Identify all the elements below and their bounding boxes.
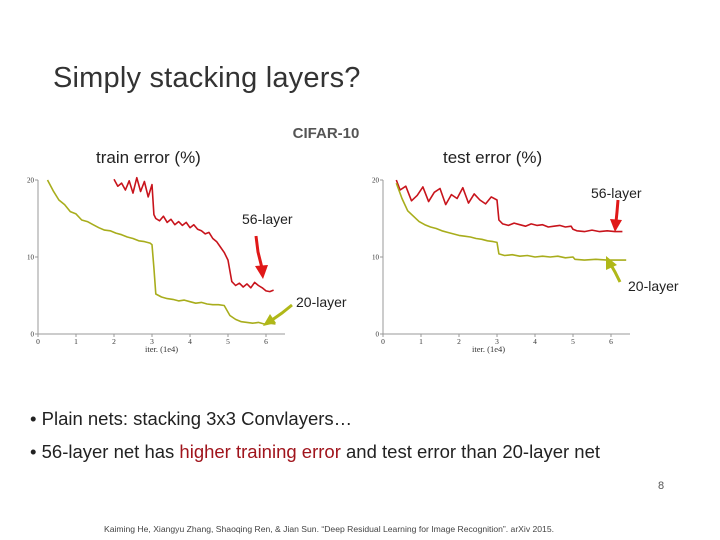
train-x-tick-label: 6 [264, 337, 268, 346]
train-y-tick-label: 10 [27, 254, 35, 262]
test-56-layer-annotation: 56-layer [591, 185, 642, 201]
train-20-layer-arrowhead [263, 314, 276, 326]
train-series-20-layer-line [46, 179, 276, 325]
bullet-list: • Plain nets: stacking 3x3 Convlayers… •… [30, 402, 720, 468]
test-x-tick-label: 0 [381, 337, 385, 346]
test-x-tick-label: 5 [571, 337, 575, 346]
bullet-text: • Plain nets: stacking 3x3 Convlayers… [30, 408, 353, 429]
citation: Kaiming He, Xiangyu Zhang, Shaoqing Ren,… [104, 524, 555, 534]
test-chart-title: test error (%) [443, 148, 542, 167]
test-x-tick-label: 2 [457, 337, 461, 346]
test-x-tick-label: 1 [419, 337, 423, 346]
test-x-tick-label: 6 [609, 337, 613, 346]
test-x-tick-label: 4 [533, 337, 537, 346]
bullet-item: • 56-layer net has higher training error… [30, 435, 720, 468]
slide-title: Simply stacking layers? [53, 62, 361, 94]
train-chart-title: train error (%) [96, 148, 201, 167]
bullet-item: • Plain nets: stacking 3x3 Convlayers… [30, 402, 720, 435]
train-20-layer-arrow [271, 303, 293, 322]
bullet-highlight: higher training error [179, 441, 341, 462]
test-x-tick-label: 3 [495, 337, 499, 346]
train-series-56-layer-line [113, 176, 274, 293]
train-x-tick-label: 2 [112, 337, 116, 346]
train-x-tick-label: 1 [74, 337, 78, 346]
test-20-layer-arrowhead [606, 256, 617, 270]
train-x-tick-label: 4 [188, 337, 192, 346]
test-56-layer-arrow [614, 199, 620, 223]
train-20-layer-annotation: 20-layer [296, 294, 347, 310]
train-x-axis-label: iter. (1e4) [145, 344, 178, 354]
test-y-tick-label: 20 [372, 177, 380, 185]
train-56-layer-arrowhead [255, 265, 268, 279]
test-20-layer-arrow [609, 264, 622, 283]
train-x-tick-label: 3 [150, 337, 154, 346]
test-series-56-layer-line [395, 179, 623, 233]
train-x-tick-label: 5 [226, 337, 230, 346]
test-20-layer-annotation: 20-layer [628, 278, 679, 294]
train-x-tick-label: 0 [36, 337, 40, 346]
bullet-text: • 56-layer net has [30, 441, 180, 462]
train-error-chart: train error (%) 0 1 2 3 4 5 6 0 10 20 iter. (1e4)… [27, 148, 347, 354]
page-number: 8 [658, 480, 665, 492]
test-x-axis-label: iter. (1e4) [472, 344, 505, 354]
test-y-tick-label: 10 [372, 254, 380, 262]
test-series-20-layer-line [395, 182, 627, 261]
train-y-tick-label: 20 [27, 177, 35, 185]
test-56-layer-arrowhead [610, 219, 622, 232]
train-y-tick-label: 0 [31, 331, 35, 339]
train-56-layer-arrow [254, 235, 264, 269]
test-y-tick-label: 0 [376, 331, 380, 339]
figure-suptitle: CIFAR-10 [293, 125, 360, 142]
train-56-layer-annotation: 56-layer [242, 211, 293, 227]
bullet-text-end: and test error than 20-layer net [340, 441, 601, 462]
